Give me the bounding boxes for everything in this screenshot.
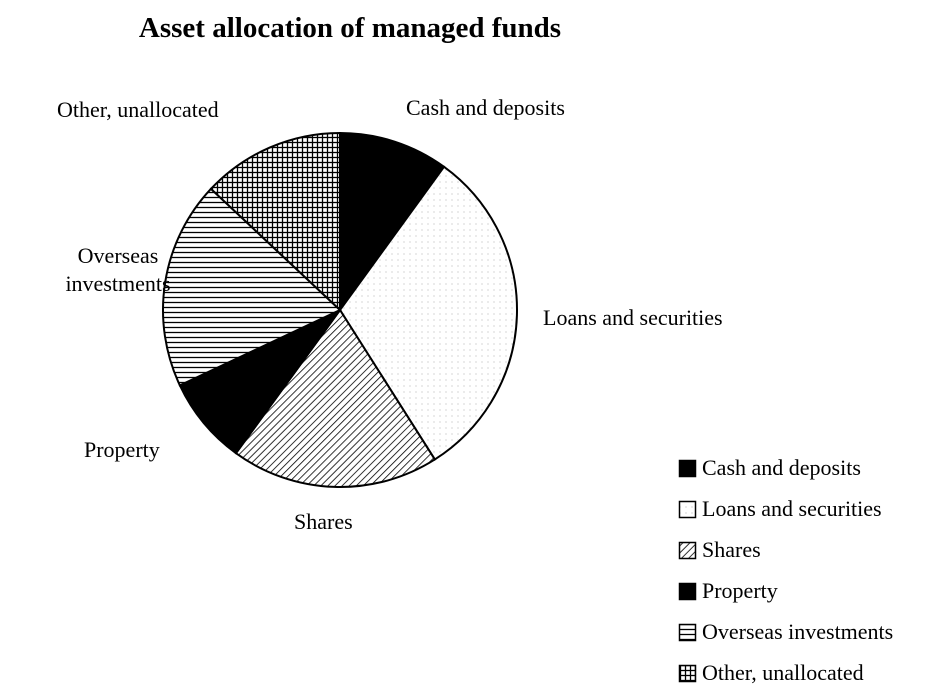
legend-swatch bbox=[678, 623, 697, 642]
legend-swatch-box bbox=[678, 500, 697, 519]
legend-swatch-box bbox=[678, 582, 697, 601]
legend-label: Overseas investments bbox=[702, 619, 894, 644]
slice-label: Loans and securities bbox=[543, 305, 723, 330]
pie-slice bbox=[339, 131, 446, 314]
pie-slice bbox=[178, 309, 341, 455]
legend-item: Loans and securities bbox=[678, 496, 882, 522]
legend-item: Shares bbox=[678, 537, 761, 563]
slice-label: Shares bbox=[294, 509, 353, 534]
legend-label: Shares bbox=[702, 537, 761, 562]
legend-item: Property bbox=[678, 578, 778, 604]
legend-swatch bbox=[678, 500, 697, 519]
slice-label: Overseas investments bbox=[65, 243, 171, 296]
legend-swatch bbox=[678, 541, 697, 560]
legend-swatch-box bbox=[678, 459, 697, 478]
slice-label: Other, unallocated bbox=[57, 97, 219, 122]
pie-slice bbox=[234, 308, 437, 488]
chart-title: Asset allocation of managed funds bbox=[138, 12, 562, 44]
legend-item: Overseas investments bbox=[678, 619, 893, 645]
legend-swatch bbox=[678, 582, 697, 601]
legend-swatch bbox=[678, 664, 697, 683]
legend-swatch-box bbox=[678, 623, 697, 642]
legend-item: Cash and deposits bbox=[678, 455, 861, 481]
slice-label: Property bbox=[84, 437, 160, 462]
legend-label: Property bbox=[702, 578, 778, 603]
legend-swatch-box bbox=[678, 541, 697, 560]
legend-swatch bbox=[678, 459, 697, 478]
legend-label: Other, unallocated bbox=[702, 660, 864, 685]
legend-label: Loans and securities bbox=[702, 496, 882, 521]
pie-slice bbox=[162, 187, 342, 387]
pie-slice bbox=[338, 165, 518, 461]
legend-swatch-box bbox=[678, 664, 697, 683]
legend-item: Other, unallocated bbox=[678, 660, 864, 685]
pie-slice bbox=[209, 131, 341, 313]
legend-label: Cash and deposits bbox=[702, 455, 861, 480]
slice-label: Cash and deposits bbox=[406, 95, 565, 120]
